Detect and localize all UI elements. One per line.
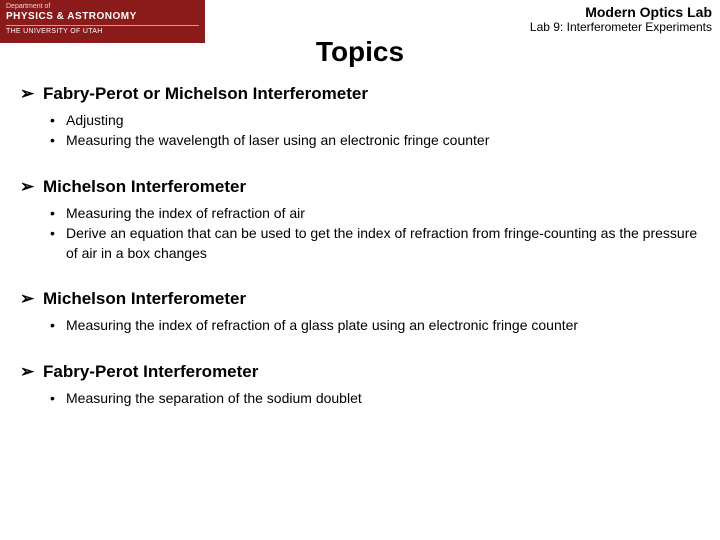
lab-subtitle: Lab 9: Interferometer Experiments <box>530 20 712 34</box>
topic-section: ➢ Fabry-Perot Interferometer Measuring t… <box>20 362 700 408</box>
topic-heading-text: Michelson Interferometer <box>43 289 246 308</box>
slide: Department of PHYSICS & ASTRONOMY THE UN… <box>0 0 720 540</box>
topic-section: ➢ Michelson Interferometer Measuring the… <box>20 177 700 264</box>
list-item: Measuring the separation of the sodium d… <box>66 388 700 408</box>
list-item: Measuring the wavelength of laser using … <box>66 130 700 150</box>
arrow-icon: ➢ <box>20 84 34 104</box>
topic-bullets: Measuring the index of refraction of air… <box>20 203 700 264</box>
header-right: Modern Optics Lab Lab 9: Interferometer … <box>530 4 712 34</box>
topic-heading-text: Fabry-Perot or Michelson Interferometer <box>43 84 368 103</box>
dept-logo-divider <box>6 25 199 26</box>
dept-logo-line2: PHYSICS & ASTRONOMY <box>6 11 199 22</box>
topic-bullets: Measuring the index of refraction of a g… <box>20 315 700 335</box>
topic-heading: ➢ Michelson Interferometer <box>20 289 700 309</box>
topic-heading-text: Fabry-Perot Interferometer <box>43 362 258 381</box>
list-item: Derive an equation that can be used to g… <box>66 223 700 264</box>
topic-section: ➢ Michelson Interferometer Measuring the… <box>20 289 700 335</box>
page-title: Topics <box>0 36 720 68</box>
list-item: Adjusting <box>66 110 700 130</box>
topic-bullets: Measuring the separation of the sodium d… <box>20 388 700 408</box>
dept-logo-line1: Department of <box>6 3 199 11</box>
topic-section: ➢ Fabry-Perot or Michelson Interferomete… <box>20 84 700 151</box>
arrow-icon: ➢ <box>20 362 34 382</box>
topic-heading: ➢ Fabry-Perot or Michelson Interferomete… <box>20 84 700 104</box>
lab-title: Modern Optics Lab <box>530 4 712 20</box>
topic-heading: ➢ Fabry-Perot Interferometer <box>20 362 700 382</box>
arrow-icon: ➢ <box>20 289 34 309</box>
arrow-icon: ➢ <box>20 177 34 197</box>
list-item: Measuring the index of refraction of air <box>66 203 700 223</box>
topic-heading-text: Michelson Interferometer <box>43 177 246 196</box>
content-area: ➢ Fabry-Perot or Michelson Interferomete… <box>20 84 700 434</box>
topic-heading: ➢ Michelson Interferometer <box>20 177 700 197</box>
topic-bullets: Adjusting Measuring the wavelength of la… <box>20 110 700 151</box>
dept-logo-line3: THE UNIVERSITY OF UTAH <box>6 28 199 36</box>
list-item: Measuring the index of refraction of a g… <box>66 315 700 335</box>
